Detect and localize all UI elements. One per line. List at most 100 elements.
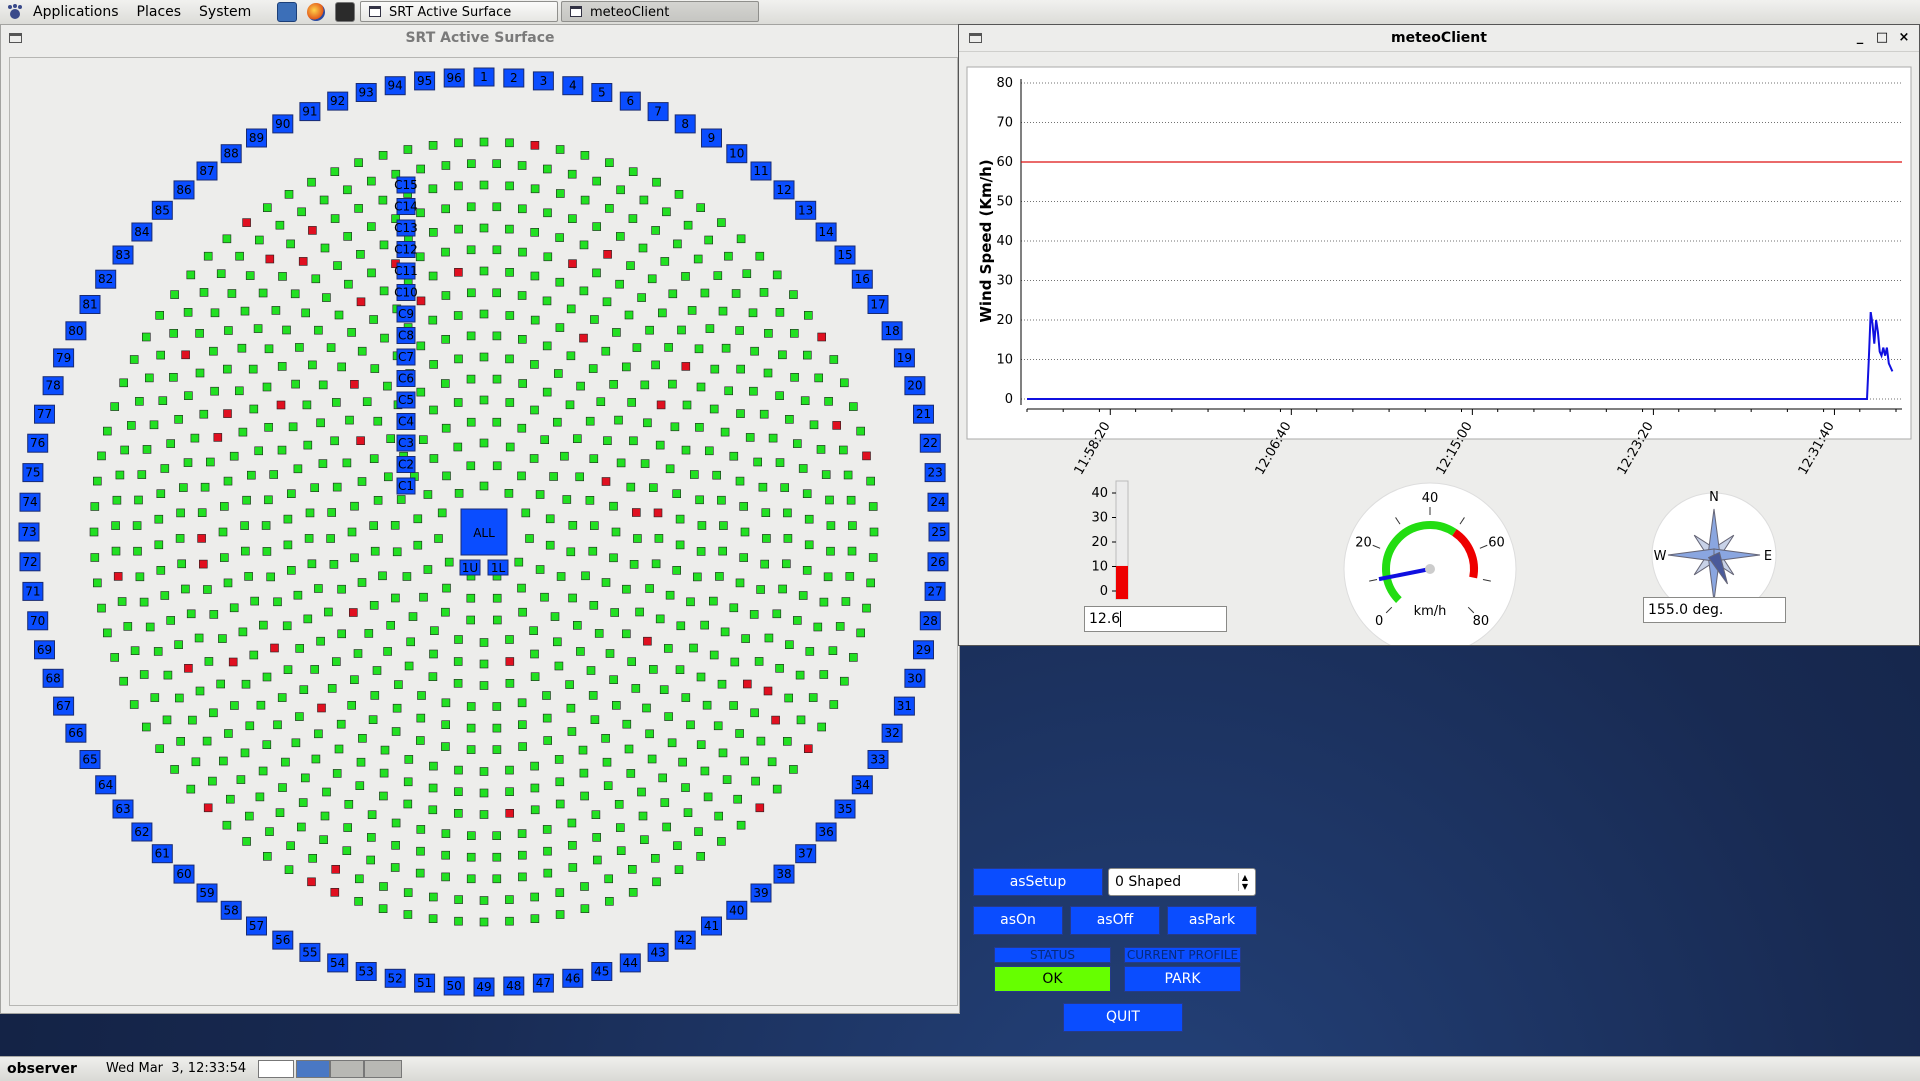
actuator-ok[interactable] bbox=[199, 409, 209, 419]
actuator-ok[interactable] bbox=[428, 271, 438, 281]
column-label[interactable]: C15 bbox=[394, 176, 418, 194]
actuator-ok[interactable] bbox=[262, 672, 272, 682]
actuator-ok[interactable] bbox=[282, 621, 292, 631]
actuator-fault[interactable] bbox=[681, 362, 691, 371]
sector-label[interactable]: 19 bbox=[893, 348, 915, 368]
actuator-ok[interactable] bbox=[517, 583, 526, 593]
actuator-ok[interactable] bbox=[331, 657, 341, 666]
actuator-ok[interactable] bbox=[654, 534, 664, 543]
sector-label[interactable]: 40 bbox=[726, 900, 748, 920]
actuator-ok[interactable] bbox=[579, 240, 589, 250]
actuator-ok[interactable] bbox=[145, 373, 154, 383]
actuator-ok[interactable] bbox=[614, 799, 624, 809]
actuator-ok[interactable] bbox=[505, 181, 514, 191]
actuator-ok[interactable] bbox=[223, 476, 233, 486]
actuator-ok[interactable] bbox=[392, 703, 402, 713]
actuator-fault[interactable] bbox=[197, 534, 206, 543]
actuator-ok[interactable] bbox=[308, 853, 318, 863]
actuator-ok[interactable] bbox=[378, 571, 387, 581]
actuator-ok[interactable] bbox=[651, 360, 660, 370]
actuator-ok[interactable] bbox=[311, 274, 321, 284]
actuator-ok[interactable] bbox=[133, 546, 142, 556]
actuator-ok[interactable] bbox=[378, 151, 388, 160]
actuator-ok[interactable] bbox=[454, 181, 463, 191]
actuator-ok[interactable] bbox=[137, 470, 147, 479]
actuator-ok[interactable] bbox=[628, 167, 638, 176]
actuator-ok[interactable] bbox=[640, 835, 649, 845]
actuator-ok[interactable] bbox=[139, 670, 149, 679]
sector-label[interactable]: 83 bbox=[112, 245, 134, 265]
actuator-ok[interactable] bbox=[240, 748, 250, 758]
actuator-ok[interactable] bbox=[466, 331, 476, 341]
actuator-ok[interactable] bbox=[415, 252, 425, 262]
actuator-ok[interactable] bbox=[112, 495, 122, 505]
actuator-fault[interactable] bbox=[763, 686, 773, 696]
sector-label[interactable]: 54 bbox=[327, 953, 349, 973]
actuator-ok[interactable] bbox=[592, 176, 602, 186]
actuator-ok[interactable] bbox=[552, 417, 562, 427]
actuator-ok[interactable] bbox=[505, 138, 514, 148]
actuator-ok[interactable] bbox=[708, 596, 718, 606]
sector-label[interactable]: 28 bbox=[919, 611, 941, 631]
actuator-ok[interactable] bbox=[517, 161, 527, 170]
actuator-ok[interactable] bbox=[545, 540, 555, 550]
actuator-ok[interactable] bbox=[696, 851, 706, 861]
actuator-fault[interactable] bbox=[817, 332, 827, 342]
actuator-ok[interactable] bbox=[434, 534, 443, 543]
actuator-ok[interactable] bbox=[555, 777, 565, 787]
actuator-ok[interactable] bbox=[792, 439, 802, 448]
actuator-ok[interactable] bbox=[238, 427, 248, 437]
actuator-ok[interactable] bbox=[505, 678, 515, 688]
actuator-ok[interactable] bbox=[724, 386, 734, 396]
actuator-ok[interactable] bbox=[651, 226, 660, 235]
actuator-ok[interactable] bbox=[466, 245, 476, 255]
actuator-ok[interactable] bbox=[379, 240, 389, 250]
actuator-ok[interactable] bbox=[466, 417, 476, 427]
actuator-ok[interactable] bbox=[332, 482, 342, 492]
sector-label[interactable]: 10 bbox=[726, 144, 748, 164]
actuator-ok[interactable] bbox=[175, 693, 184, 703]
actuator-ok[interactable] bbox=[355, 781, 365, 791]
actuator-ok[interactable] bbox=[848, 653, 858, 662]
actuator-ok[interactable] bbox=[740, 756, 750, 766]
actuator-ok[interactable] bbox=[258, 766, 268, 776]
actuator-ok[interactable] bbox=[530, 405, 539, 415]
actuator-ok[interactable] bbox=[343, 823, 353, 832]
actuator-ok[interactable] bbox=[624, 744, 634, 754]
actuator-ok[interactable] bbox=[663, 644, 673, 653]
actuator-ok[interactable] bbox=[592, 268, 601, 278]
actuator-ok[interactable] bbox=[683, 220, 693, 230]
actuator-ok[interactable] bbox=[505, 916, 514, 926]
actuator-ok[interactable] bbox=[677, 325, 686, 335]
sector-label[interactable]: 57 bbox=[246, 916, 267, 936]
actuator-ok[interactable] bbox=[604, 874, 614, 884]
actuator-ok[interactable] bbox=[347, 700, 357, 710]
actuator-ok[interactable] bbox=[337, 629, 347, 639]
actuator-ok[interactable] bbox=[391, 593, 400, 603]
sector-label[interactable]: 48 bbox=[503, 976, 525, 996]
actuator-ok[interactable] bbox=[713, 271, 723, 280]
actuator-ok[interactable] bbox=[492, 702, 502, 711]
workspace-3[interactable] bbox=[364, 1060, 402, 1078]
actuator-ok[interactable] bbox=[441, 850, 451, 860]
actuator-ok[interactable] bbox=[492, 874, 502, 884]
column-label[interactable]: C12 bbox=[394, 241, 418, 258]
actuator-ok[interactable] bbox=[800, 396, 810, 406]
actuator-ok[interactable] bbox=[517, 291, 527, 300]
actuator-ok[interactable] bbox=[823, 572, 833, 582]
actuator-ok[interactable] bbox=[775, 308, 785, 317]
actuator-ok[interactable] bbox=[804, 540, 814, 550]
actuator-ok[interactable] bbox=[454, 354, 463, 364]
actuator-ok[interactable] bbox=[542, 825, 552, 834]
actuator-ok[interactable] bbox=[616, 458, 626, 468]
actuator-ok[interactable] bbox=[650, 853, 660, 863]
actuator-ok[interactable] bbox=[391, 818, 401, 828]
actuator-ok[interactable] bbox=[156, 350, 165, 360]
sector-label[interactable]: 27 bbox=[924, 581, 946, 601]
actuator-ok[interactable] bbox=[428, 184, 438, 194]
sector-label[interactable]: 64 bbox=[95, 775, 117, 795]
actuator-ok[interactable] bbox=[560, 451, 569, 461]
sector-label[interactable]: 11 bbox=[750, 161, 772, 181]
actuator-ok[interactable] bbox=[683, 808, 693, 818]
actuator-ok[interactable] bbox=[236, 775, 246, 784]
